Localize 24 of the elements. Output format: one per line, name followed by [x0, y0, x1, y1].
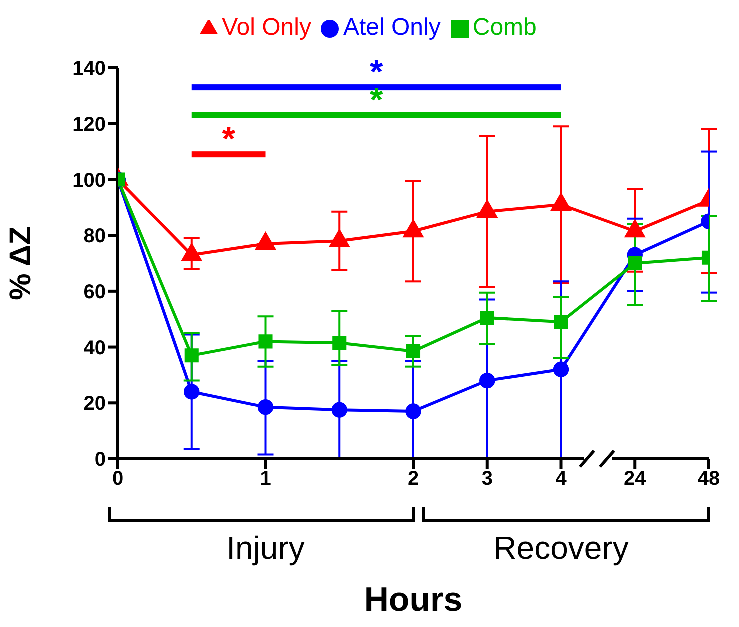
x-tick-label: 4: [556, 468, 568, 490]
x-tick-label: 48: [698, 468, 720, 490]
y-tick-label: 120: [72, 114, 106, 136]
y-tick-label: 40: [84, 337, 106, 360]
x-tick-label: 0: [112, 468, 124, 490]
y-tick-label: 0: [94, 449, 106, 472]
x-tick-label: 2: [408, 468, 420, 490]
annotation: *: [222, 120, 236, 159]
y-tick-label: 140: [72, 58, 106, 80]
y-tick-label: 80: [84, 226, 106, 248]
text: Injury: [226, 530, 305, 566]
x-tick-label: 3: [482, 468, 493, 490]
legend-label: Atel Only: [343, 14, 441, 41]
x-axis-title: Hours: [364, 581, 463, 619]
y-tick-label: 20: [84, 393, 106, 416]
y-tick-label: 60: [84, 282, 106, 304]
legend-label: Comb: [472, 14, 537, 41]
x-tick-label: 1: [260, 468, 272, 490]
y-tick-label: 100: [72, 170, 106, 192]
text: Recovery: [494, 530, 629, 566]
significance-bracket: *: [192, 120, 266, 159]
y-axis-title: % ΔZ: [4, 226, 38, 300]
legend-label: Vol Only: [222, 14, 312, 41]
x-tick-label: 24: [624, 468, 648, 490]
